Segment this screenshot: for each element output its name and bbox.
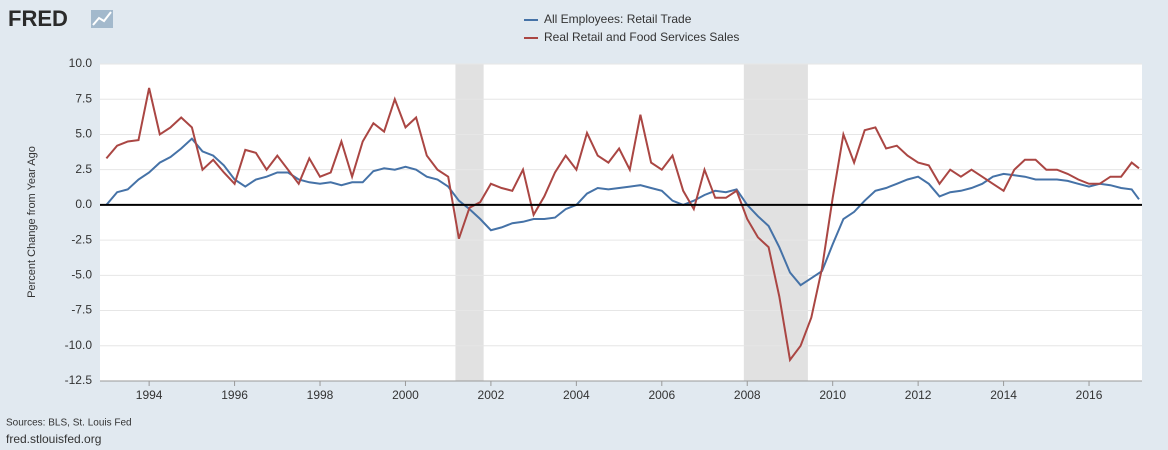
- y-tick-label: -10.0: [65, 338, 93, 352]
- series-line: [105, 137, 1140, 287]
- legend-label: All Employees: Retail Trade: [544, 12, 692, 26]
- y-tick-label: -7.5: [71, 303, 92, 317]
- x-tick-label: 2004: [563, 388, 590, 402]
- x-tick-label: 1998: [307, 388, 334, 402]
- y-tick-label: 10.0: [69, 56, 93, 70]
- source: Sources: BLS, St. Louis Fed: [6, 418, 132, 429]
- y-tick-label: -5.0: [71, 268, 92, 282]
- x-tick-label: 2010: [819, 388, 846, 402]
- y-tick-label: -12.5: [65, 373, 93, 387]
- y-axis-label: Percent Change from Year Ago: [26, 146, 38, 298]
- y-tick-label: 7.5: [75, 91, 92, 105]
- x-tick-label: 2014: [990, 388, 1017, 402]
- y-tick-label: 5.0: [75, 127, 92, 141]
- y-tick-label: 2.5: [75, 162, 92, 176]
- series-line: [105, 87, 1140, 363]
- logo: FRED: [8, 6, 68, 31]
- x-tick-label: 1994: [136, 388, 163, 402]
- x-tick-label: 2002: [478, 388, 505, 402]
- y-tick-label: 0.0: [75, 197, 92, 211]
- x-tick-label: 2008: [734, 388, 761, 402]
- x-tick-label: 2012: [905, 388, 932, 402]
- x-tick-label: 2000: [392, 388, 419, 402]
- x-tick-label: 2006: [648, 388, 675, 402]
- recession: [743, 64, 808, 381]
- legend-label: Real Retail and Food Services Sales: [544, 30, 739, 44]
- plot-area: [100, 64, 1142, 381]
- y-tick-label: -2.5: [71, 232, 92, 246]
- x-tick-label: 2016: [1076, 388, 1103, 402]
- site: fred.stlouisfed.org: [6, 432, 101, 446]
- recession: [455, 64, 484, 381]
- x-tick-label: 1996: [221, 388, 248, 402]
- logo-icon: [91, 10, 113, 28]
